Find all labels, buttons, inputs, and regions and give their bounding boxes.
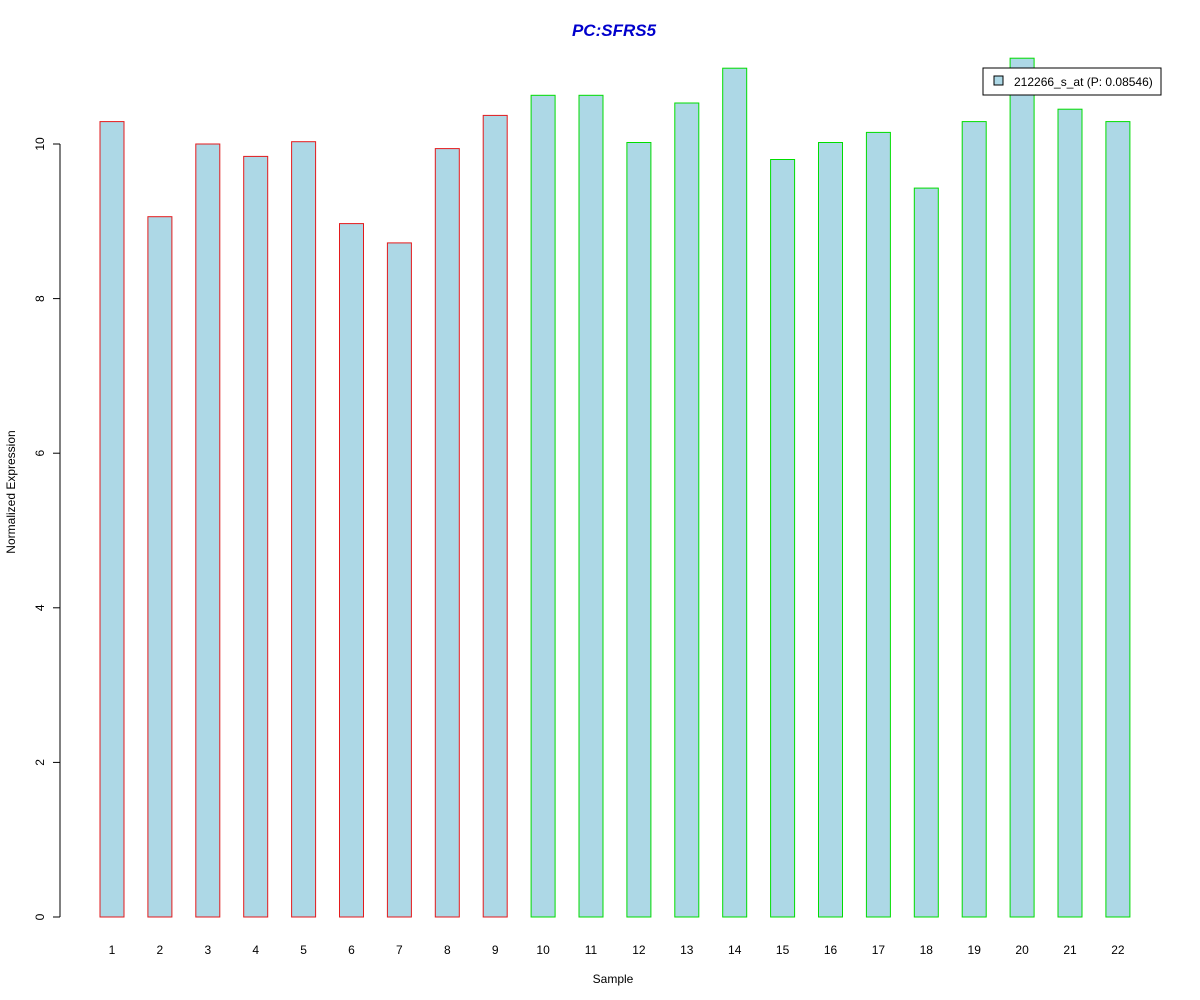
x-tick-label: 1 [109,943,116,957]
bar-sample-12 [627,143,651,918]
bar-sample-9 [483,115,507,917]
legend: 212266_s_at (P: 0.08546) [983,68,1161,95]
bar-sample-5 [292,142,316,917]
y-axis-title: Normalized Expression [4,430,18,553]
legend-label: 212266_s_at (P: 0.08546) [1014,75,1153,89]
bar-sample-13 [675,103,699,917]
bar-sample-10 [531,95,555,917]
x-tick-label: 11 [585,943,598,957]
x-tick-label: 21 [1063,943,1077,957]
x-tick-label: 17 [872,943,886,957]
y-axis: 0 2 4 6 8 10 [33,137,60,920]
legend-swatch [994,76,1003,85]
x-tick-label: 10 [536,943,550,957]
y-tick-label: 4 [33,604,47,611]
bar-sample-4 [244,156,268,917]
y-tick-label: 8 [33,295,47,302]
y-tick-label: 10 [33,137,47,151]
bar-sample-22 [1106,122,1130,917]
y-tick-label: 6 [33,450,47,457]
bar-sample-17 [866,132,890,917]
bar-sample-1 [100,122,124,917]
x-tick-label: 2 [157,943,164,957]
chart-title: PC:SFRS5 [572,21,657,40]
x-tick-label: 4 [252,943,259,957]
x-tick-label: 20 [1015,943,1029,957]
x-tick-labels: 1 2 3 4 5 6 7 8 9 10 11 12 13 14 15 16 17 18 19 20 21 22 [109,943,1125,957]
x-tick-label: 19 [968,943,982,957]
bar-sample-18 [914,188,938,917]
bar-sample-7 [387,243,411,917]
x-tick-label: 6 [348,943,355,957]
x-axis-title: Sample [593,972,634,986]
bar-sample-2 [148,217,172,917]
bar-sample-3 [196,144,220,917]
bar-sample-20 [1010,58,1034,917]
bar-sample-14 [723,68,747,917]
bar-sample-21 [1058,109,1082,917]
x-tick-label: 7 [396,943,403,957]
x-tick-label: 5 [300,943,307,957]
bar-sample-15 [771,160,795,918]
bar-sample-16 [819,143,843,918]
bar-sample-11 [579,95,603,917]
x-tick-label: 8 [444,943,451,957]
x-tick-label: 18 [920,943,934,957]
y-tick-label: 0 [33,913,47,920]
x-tick-label: 3 [204,943,211,957]
x-tick-label: 12 [632,943,646,957]
x-tick-label: 13 [680,943,694,957]
x-tick-label: 9 [492,943,499,957]
bar-sample-6 [340,224,364,917]
bar-sample-19 [962,122,986,917]
bar-sample-8 [435,149,459,917]
x-tick-label: 14 [728,943,742,957]
x-tick-label: 16 [824,943,838,957]
x-tick-label: 15 [776,943,790,957]
x-tick-label: 22 [1111,943,1125,957]
bars-group [100,58,1130,917]
y-tick-label: 2 [33,759,47,766]
